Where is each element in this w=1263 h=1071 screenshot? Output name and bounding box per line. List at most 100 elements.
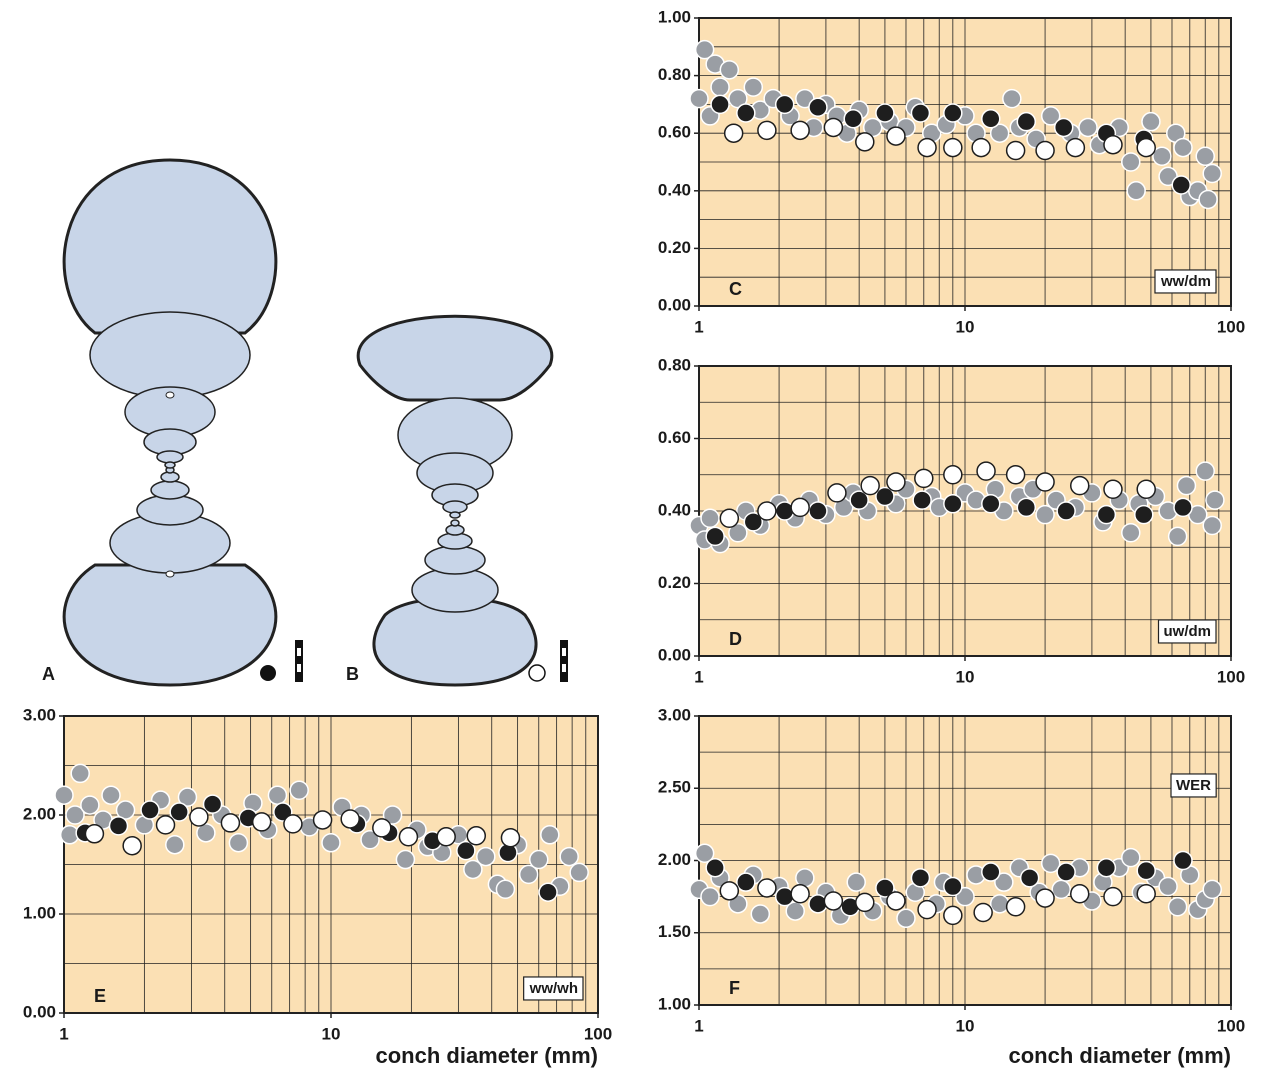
data-point (1142, 113, 1160, 131)
data-point (141, 801, 159, 819)
data-point (399, 828, 417, 846)
data-point (944, 104, 962, 122)
data-point (701, 509, 719, 527)
data-point (751, 905, 769, 923)
y-tick-label: 0.40 (658, 180, 691, 199)
chart-panel: 0.000.200.400.600.80110100Duw/dm (658, 355, 1245, 686)
data-point (373, 819, 391, 837)
data-point (944, 139, 962, 157)
data-point (541, 826, 559, 844)
data-point (322, 834, 340, 852)
x-tick-label: 100 (1217, 317, 1245, 336)
data-point (1169, 898, 1187, 916)
data-point (706, 859, 724, 877)
data-point (1003, 90, 1021, 108)
data-point (944, 495, 962, 513)
cross-section-b: B (346, 316, 568, 685)
data-point (1137, 862, 1155, 880)
panel-label: B (346, 664, 359, 684)
data-point (1097, 506, 1115, 524)
x-tick-label: 100 (1217, 1016, 1245, 1035)
data-point (887, 892, 905, 910)
data-point (1137, 480, 1155, 498)
data-point (737, 873, 755, 891)
data-point (711, 95, 729, 113)
data-point (1174, 498, 1192, 516)
data-point (539, 883, 557, 901)
data-point (1203, 517, 1221, 535)
variable-label: ww/wh (529, 980, 578, 997)
data-point (1174, 139, 1192, 157)
data-point (982, 863, 1000, 881)
data-point (1104, 888, 1122, 906)
data-point (1021, 869, 1039, 887)
data-point (918, 901, 936, 919)
data-point (791, 121, 809, 139)
x-tick-label: 10 (956, 667, 975, 686)
data-point (1196, 147, 1214, 165)
y-tick-label: 0.20 (658, 573, 691, 592)
x-tick-label: 100 (584, 1024, 612, 1043)
y-tick-label: 0.60 (658, 123, 691, 142)
y-tick-label: 0.20 (658, 238, 691, 257)
data-point (1017, 113, 1035, 131)
data-point (221, 814, 239, 832)
data-point (1104, 480, 1122, 498)
data-point (1057, 863, 1075, 881)
data-point (1127, 182, 1145, 200)
variable-label: uw/dm (1164, 623, 1212, 640)
data-point (1122, 524, 1140, 542)
data-point (157, 816, 175, 834)
y-tick-label: 1.00 (658, 994, 691, 1013)
data-point (501, 829, 519, 847)
data-point (1007, 141, 1025, 159)
data-point (847, 873, 865, 891)
data-point (737, 104, 755, 122)
figure: A B 0.000.200.400.600.801.00110100Cww/dm… (0, 0, 1263, 1071)
data-point (1206, 491, 1224, 509)
data-point (744, 78, 762, 96)
data-point (1172, 176, 1190, 194)
data-point (166, 836, 184, 854)
data-point (102, 786, 120, 804)
chart-panel: 0.000.200.400.600.801.00110100Cww/dm (658, 7, 1245, 336)
data-point (977, 462, 995, 480)
y-tick-label: 1.00 (23, 903, 56, 922)
data-point (1036, 889, 1054, 907)
data-point (809, 98, 827, 116)
data-point (809, 502, 827, 520)
y-tick-label: 2.50 (658, 778, 691, 797)
y-tick-label: 1.00 (658, 7, 691, 26)
data-point (711, 78, 729, 96)
data-point (268, 786, 286, 804)
data-point (1097, 859, 1115, 877)
x-tick-label: 10 (956, 317, 975, 336)
data-point (720, 61, 738, 79)
data-point (1071, 885, 1089, 903)
data-point (71, 764, 89, 782)
data-point (229, 834, 247, 852)
y-tick-label: 0.80 (658, 355, 691, 374)
data-point (253, 813, 271, 831)
data-point (170, 803, 188, 821)
x-axis-title: conch diameter (mm) (376, 1043, 599, 1068)
data-point (758, 121, 776, 139)
data-point (1007, 898, 1025, 916)
data-point (55, 786, 73, 804)
data-point (1036, 473, 1054, 491)
x-tick-label: 1 (694, 1016, 703, 1035)
data-point (701, 888, 719, 906)
data-point (1055, 118, 1073, 136)
data-point (396, 851, 414, 869)
data-point (477, 848, 495, 866)
x-axis-title: conch diameter (mm) (1009, 1043, 1232, 1068)
data-point (1159, 878, 1177, 896)
data-point (1174, 852, 1192, 870)
data-point (1079, 118, 1097, 136)
data-point (844, 110, 862, 128)
data-point (1169, 527, 1187, 545)
data-point (972, 139, 990, 157)
data-point (1137, 885, 1155, 903)
data-point (861, 477, 879, 495)
data-point (720, 882, 738, 900)
